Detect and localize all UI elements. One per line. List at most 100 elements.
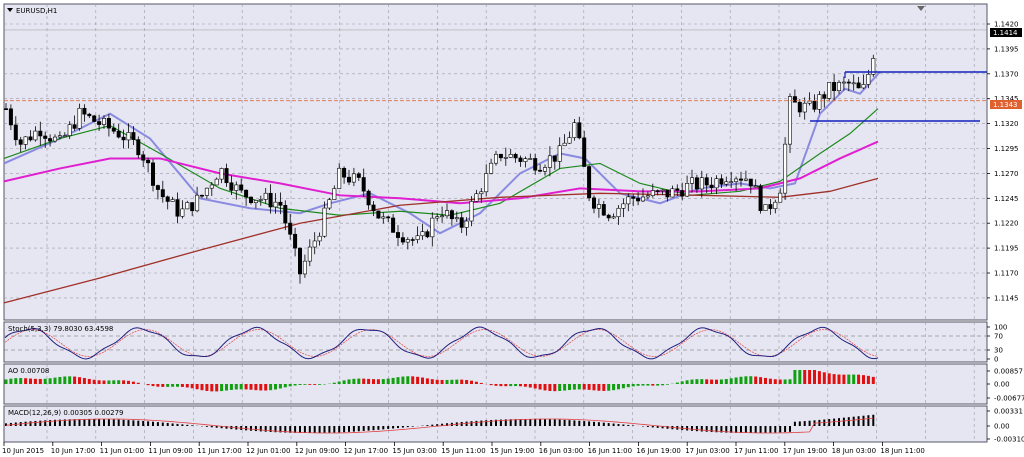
candle-body xyxy=(180,208,185,217)
time-label: 16 Jun 11:00 xyxy=(588,447,632,455)
candle xyxy=(136,136,141,159)
candle xyxy=(361,168,366,197)
candle xyxy=(856,76,861,89)
candle-body xyxy=(606,214,611,219)
ao-bar xyxy=(768,378,772,384)
candle xyxy=(278,192,283,215)
candle-body xyxy=(542,167,547,172)
candle-body xyxy=(371,204,376,212)
sub-axis-label: 0.00331 xyxy=(994,408,1023,416)
candle-body xyxy=(797,101,802,113)
price-label: 1.1295 xyxy=(994,145,1019,153)
ao-bar xyxy=(376,379,380,384)
candle-body xyxy=(861,84,866,89)
ao-bar xyxy=(533,384,537,389)
candle xyxy=(342,166,347,184)
candle xyxy=(200,194,205,199)
title-dropdown-icon[interactable] xyxy=(7,8,13,12)
price-axis: 1.1420 1.1395 1.1370 1.1345 1.1320 1.1295 1.12… xyxy=(987,21,1019,302)
ao-bar xyxy=(269,384,273,391)
candle xyxy=(655,189,660,196)
ao-bar xyxy=(308,384,312,385)
candle-body xyxy=(675,188,680,191)
candle xyxy=(748,178,753,194)
candle-body xyxy=(792,96,797,103)
candle-body xyxy=(102,118,107,125)
candle-body xyxy=(155,185,160,190)
candle xyxy=(430,212,435,247)
candle-body xyxy=(508,154,513,158)
candle xyxy=(606,213,611,222)
candle-body xyxy=(57,135,62,138)
candle xyxy=(52,134,57,143)
candle xyxy=(626,193,631,212)
sub-axis-label: 0 xyxy=(994,356,998,364)
ao-bar xyxy=(401,376,405,384)
candle xyxy=(675,184,680,196)
candle xyxy=(753,179,758,188)
time-label: 17 Jun 11:00 xyxy=(734,447,778,455)
chart-shift-marker-icon[interactable] xyxy=(917,6,925,11)
candle xyxy=(356,172,361,181)
ao-bar xyxy=(220,384,224,392)
candle xyxy=(8,104,13,130)
price-label: 1.1145 xyxy=(994,294,1019,302)
sub-axis-label: 70 xyxy=(994,333,1003,341)
price-label: 1.1420 xyxy=(994,21,1019,29)
ao-bar xyxy=(259,384,263,391)
candle xyxy=(787,93,792,153)
price-label: 1.1170 xyxy=(994,270,1019,278)
candle-body xyxy=(479,191,484,195)
ao-bar xyxy=(572,384,576,390)
candle xyxy=(542,164,547,176)
time-label: 15 Jun 19:00 xyxy=(490,447,534,455)
candle xyxy=(567,131,572,144)
candle-body xyxy=(650,190,655,196)
ao-bar xyxy=(715,379,718,384)
time-axis: 10 Jun 2015 10 Jun 17:00 11 Jun 01:00 11 Ju… xyxy=(2,442,925,455)
ao-bar xyxy=(695,379,699,384)
time-label: 17 Jun 19:00 xyxy=(783,447,827,455)
candle xyxy=(376,210,381,219)
time-label: 18 Jun 03:00 xyxy=(832,447,876,455)
candle-body xyxy=(449,210,454,220)
candle-body xyxy=(224,168,229,184)
sub-axis-label: -0.00310 xyxy=(994,436,1024,444)
ao-bar xyxy=(136,382,140,384)
time-label: 10 Jun 17:00 xyxy=(51,447,95,455)
candle xyxy=(440,206,445,223)
ao-bar xyxy=(234,384,238,390)
ao-bar xyxy=(661,384,665,386)
ao-bar xyxy=(386,378,390,384)
ao-bar xyxy=(9,378,13,384)
candle xyxy=(729,171,734,188)
candle-body xyxy=(464,220,469,228)
ma-fast-line xyxy=(3,71,881,235)
candle xyxy=(645,191,650,200)
ao-bar xyxy=(156,384,160,387)
candle xyxy=(23,136,28,150)
candlesticks xyxy=(4,54,876,284)
ao-bar xyxy=(744,376,748,384)
candle-body xyxy=(332,188,337,200)
time-label: 11 Jun 09:00 xyxy=(148,447,192,455)
ao-bar xyxy=(592,384,596,391)
ao-bar xyxy=(558,384,562,391)
ao-bar xyxy=(396,377,400,384)
candle xyxy=(689,169,694,193)
stoch-label: Stoch(5,3,3) 79.8030 63.4598 xyxy=(8,325,113,333)
ao-bar xyxy=(582,384,586,390)
ao-bar xyxy=(430,379,434,384)
candle xyxy=(190,202,195,217)
candle xyxy=(827,82,832,102)
time-label: 11 Jun 17:00 xyxy=(197,447,241,455)
price-label: 1.1395 xyxy=(994,45,1019,53)
horizontal-levels[interactable] xyxy=(4,29,987,122)
candle-body xyxy=(170,199,175,202)
candle xyxy=(812,94,817,113)
candle xyxy=(503,147,508,166)
candle xyxy=(92,114,97,122)
candle xyxy=(836,80,841,95)
